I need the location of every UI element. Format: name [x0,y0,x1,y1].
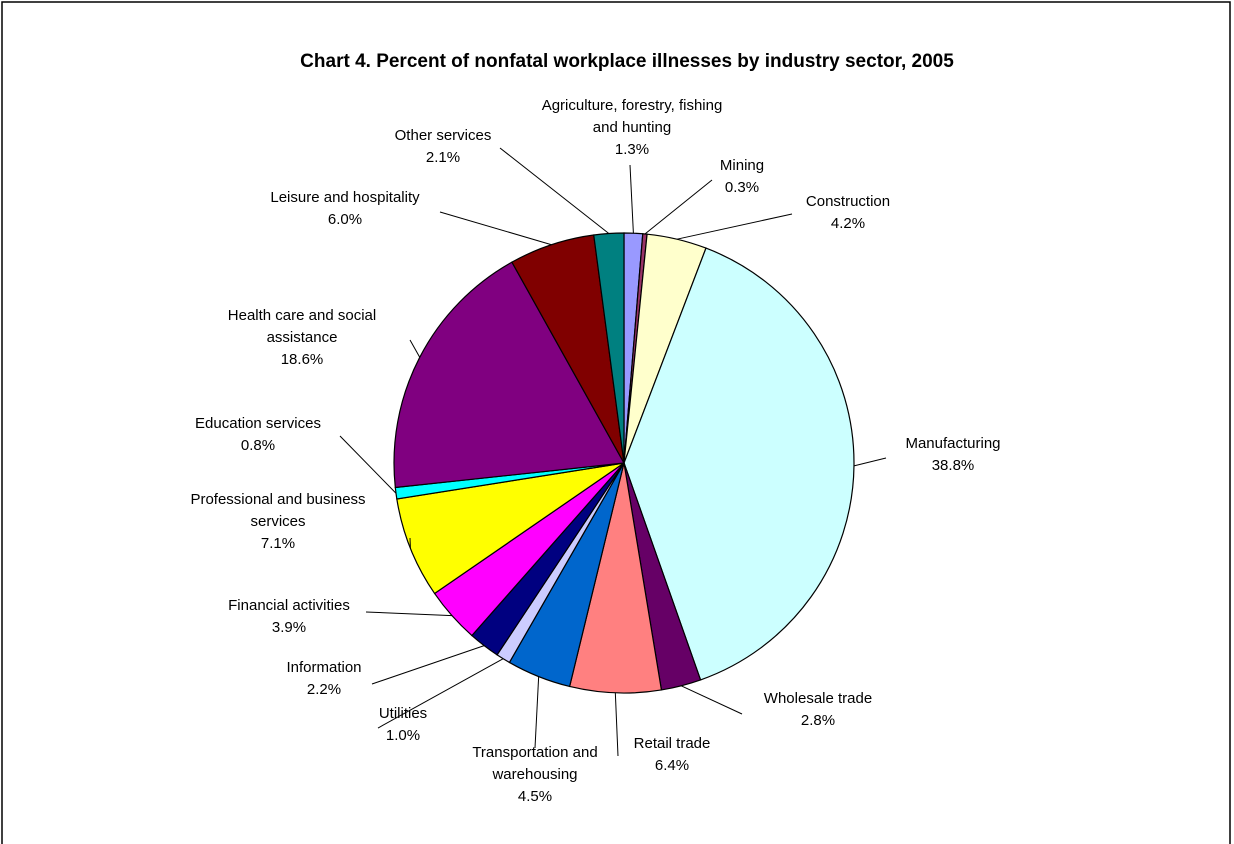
leader-line [680,685,743,715]
value-label: 38.8% [932,457,975,474]
slice-label: Construction [806,193,890,210]
leader-line [644,179,713,235]
value-label: 4.2% [831,215,865,232]
leader-line [339,435,397,494]
slice-label: Manufacturing [905,435,1000,452]
leader-line [629,164,634,234]
leader-line [499,147,610,234]
chart-title: Chart 4. Percent of nonfatal workplace i… [300,51,954,72]
leader-line [614,692,619,757]
value-label: 2.8% [801,712,835,729]
leader-line [853,457,887,467]
slice-label: Wholesale trade [764,690,872,707]
value-label: 2.1% [426,149,460,166]
slice-label: Utilities [379,705,427,722]
slice-label: Agriculture, forestry, fishing and huntin… [542,97,723,136]
slice-label: Mining [720,157,764,174]
slice-label: Transportation and warehousing [472,744,597,783]
pie-slice [623,247,855,681]
slice-label: Information [286,659,361,676]
slice-label: Health care and social assistance [228,307,376,346]
leader-line [371,645,485,685]
value-label: 7.1% [261,535,295,552]
leader-line [377,658,504,729]
leader-line [365,611,452,617]
leader-line [439,211,552,246]
leader-line [676,213,793,240]
slice-label: Other services [395,127,492,144]
value-label: 0.3% [725,179,759,196]
slice-label: Leisure and hospitality [270,189,420,206]
value-label: 0.8% [241,437,275,454]
slice-label: Education services [195,415,321,432]
leader-line [534,676,540,749]
value-label: 3.9% [272,619,306,636]
value-label: 18.6% [281,351,324,368]
value-label: 6.0% [328,211,362,228]
value-label: 1.0% [386,727,420,744]
value-label: 2.2% [307,681,341,698]
value-label: 4.5% [518,788,552,805]
pie-slice [393,261,625,489]
slice-label: Financial activities [228,597,350,614]
slice-label: Retail trade [634,735,711,752]
value-label: 1.3% [615,141,649,158]
leader-line [409,339,421,358]
slice-label: Professional and business services [190,491,365,530]
value-label: 6.4% [655,757,689,774]
